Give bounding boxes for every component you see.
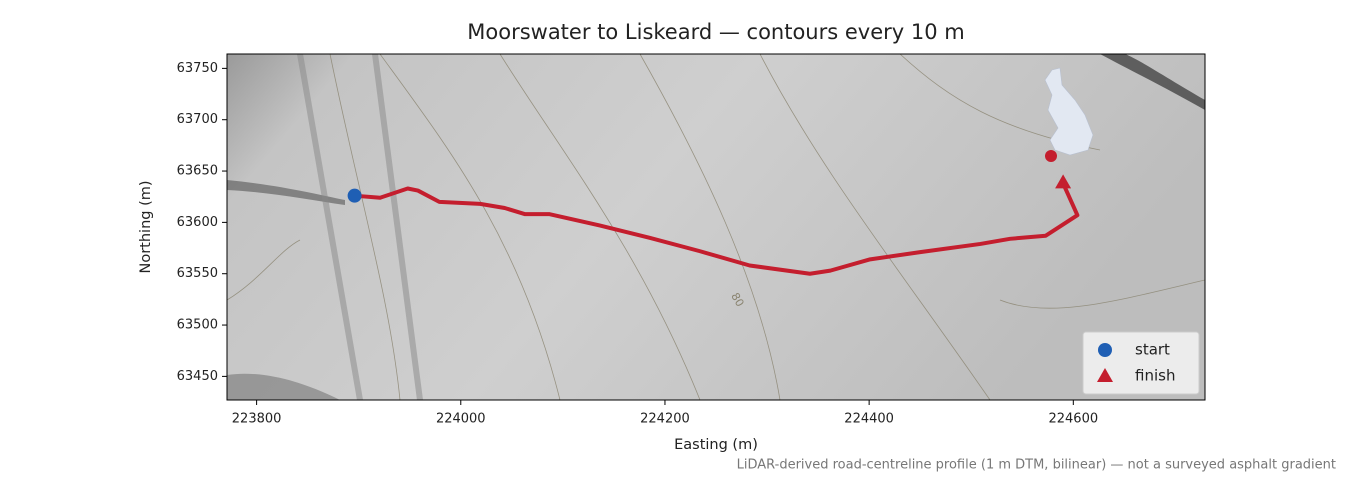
y-tick-label: 63700 [177,112,218,127]
legend-box [1082,331,1200,395]
x-tick-label: 224400 [844,412,894,427]
chart-title: Moorswater to Liskeard — contours every … [467,20,964,44]
y-tick-label: 63600 [177,215,218,230]
x-tick-label: 224600 [1048,412,1098,427]
y-axis-label: Northing (m) [138,180,154,273]
legend-label: start [1135,341,1170,359]
y-tick-label: 63750 [177,61,218,76]
footnote: LiDAR-derived road-centreline profile (1… [737,458,1336,473]
inset-outline [1044,67,1094,156]
y-tick-label: 63650 [177,164,218,179]
legend-label: finish [1135,367,1175,385]
legend-swatch [1098,343,1112,357]
route-line [352,181,1080,276]
y-tick-label: 63450 [177,369,218,384]
y-tick-label: 63500 [177,318,218,333]
plot-frame [226,53,1206,401]
y-tick-label: 63550 [177,266,218,281]
x-tick-label: 224000 [436,412,486,427]
x-axis-label: Easting (m) [674,437,758,453]
x-tick-label: 224200 [640,412,690,427]
legend-swatch [1097,368,1113,382]
hillshade [227,54,1205,400]
x-tick-label: 223800 [232,412,282,427]
contour-label: 80 [728,290,746,309]
finish-marker [1055,174,1072,189]
inset-location [1045,150,1057,162]
start-marker [347,188,362,203]
